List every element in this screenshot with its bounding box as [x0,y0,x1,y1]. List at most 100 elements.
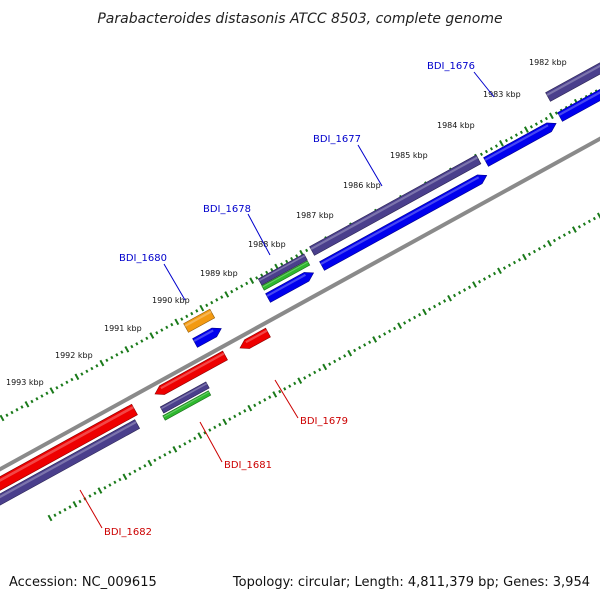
tick-mark [297,377,303,384]
gene-bdi-1677-outer[interactable] [309,154,482,256]
tick-mark [272,391,278,398]
tick-mark [70,377,74,382]
tick-mark [482,277,487,281]
gene-bdi-1676-outer-highlight[interactable] [546,61,600,96]
kbp-scale-labels: 1982 kbp 1983 kbp 1984 kbp 1985 kbp 1986… [6,58,567,387]
gene-bdi-1677-highlight[interactable] [320,176,480,265]
gene-bdi-1681-green-highlight[interactable] [163,391,210,418]
gene-bdi-1678-highlight[interactable] [266,273,306,297]
tick-mark [88,494,92,498]
kbp-tick-label: 1986 kbp [343,181,381,190]
tick-mark [592,216,596,221]
gene-bdi-1679-highlight[interactable] [245,329,268,344]
gene-bdi-1676-part-highlight[interactable] [484,124,549,161]
tick-mark [93,491,97,495]
tick-mark [140,339,144,343]
minus-strand-ticks [47,212,600,522]
tick-mark [193,436,197,441]
gene-bdi-1676-highlight[interactable] [558,90,600,116]
tick-mark [72,500,78,508]
genome-backbone [0,136,600,472]
tick-mark [210,300,214,305]
tick-mark [372,336,378,343]
tick-mark [534,122,538,126]
gene-bdi-1682[interactable] [0,403,138,491]
tick-mark [497,267,502,275]
tick-mark [195,309,199,313]
gene-bdi-1676[interactable] [557,88,600,122]
tick-mark [438,302,442,306]
tick-mark [403,321,407,325]
gene-label-bdi-1680[interactable]: BDI_1680 [119,253,167,264]
tick-mark [544,116,548,121]
gene-label-leaders [79,71,495,529]
gene-bdi-1678-outer-highlight[interactable] [258,254,306,282]
gene-bdi-1678[interactable] [265,272,315,303]
tick-mark [138,466,142,471]
tick-mark [55,386,59,390]
gene-bdi-1678-outer[interactable] [257,253,308,286]
tick-mark [378,334,382,339]
gene-bdi-1681-green[interactable] [162,390,212,421]
gene-bdi-1676-outer[interactable] [545,59,600,102]
tick-mark [567,230,571,235]
tick-mark [108,483,112,487]
tick-mark [577,225,581,229]
gene-bdi-1680-orange-highlight[interactable] [184,310,212,327]
tick-mark [462,288,467,292]
tick-mark [99,359,105,367]
tick-mark [245,281,249,286]
gene-label-bdi-1681[interactable]: BDI_1681 [224,460,272,471]
gene-bdi-1681[interactable] [154,350,228,395]
gene-bdi-1682-outer[interactable] [0,419,141,510]
tick-mark [509,136,513,140]
tick-mark [213,425,217,430]
gene-bdi-1679[interactable] [239,327,271,349]
gene-label-bdi-1677[interactable]: BDI_1677 [313,134,361,145]
gene-bdi-1682-outer-highlight[interactable] [0,421,137,503]
gene-bdi-1677-outer-highlight[interactable] [310,156,478,250]
tick-mark [263,398,267,402]
gene-bdi-1677[interactable] [319,174,488,271]
gene-bdi-1680-highlight[interactable] [193,329,214,342]
tick-mark [502,266,507,270]
tick-mark [295,254,299,258]
kbp-tick-label: 1985 kbp [390,151,428,160]
gene-label-bdi-1678[interactable]: BDI_1678 [203,204,251,215]
tick-mark [124,346,130,353]
tick-mark [260,273,264,277]
tick-mark [523,126,529,133]
tick-mark [253,403,257,408]
gene-bdi-1678-green[interactable] [261,260,311,291]
gene-bdi-1680-orange[interactable] [183,308,216,333]
tick-mark [163,453,167,457]
tick-mark [328,362,332,366]
tick-mark [143,464,147,468]
tick-mark [40,394,44,398]
gene-bdi-1681-outer-highlight[interactable] [160,382,208,410]
gene-bdi-1680[interactable] [192,327,222,348]
tick-mark [233,414,237,419]
gene-label-bdi-1679[interactable]: BDI_1679 [300,416,348,427]
tick-mark [255,276,259,280]
tick-mark [135,342,139,346]
gene-bdi-1682-highlight[interactable] [0,405,134,483]
tick-mark [220,295,224,299]
map-title: Parabacteroides distasonis ATCC 8503, co… [97,11,502,27]
gene-features[interactable] [0,59,600,509]
tick-mark [433,304,437,309]
tick-mark [174,318,180,326]
tick-mark [512,260,517,265]
gene-bdi-1681-highlight[interactable] [160,352,225,390]
gene-bdi-1678-green-highlight[interactable] [262,261,309,288]
tick-mark [418,313,422,317]
gene-bdi-1676-part[interactable] [483,122,557,167]
gene-bdi-1681-outer[interactable] [159,381,210,414]
kbp-tick-label: 1990 kbp [152,296,190,305]
gene-label-bdi-1682[interactable]: BDI_1682 [104,527,152,538]
leader-line [163,263,186,301]
kbp-tick-label: 1991 kbp [104,324,142,333]
tick-mark [10,410,14,415]
tick-mark [280,262,284,266]
gene-label-bdi-1676[interactable]: BDI_1676 [427,61,475,72]
